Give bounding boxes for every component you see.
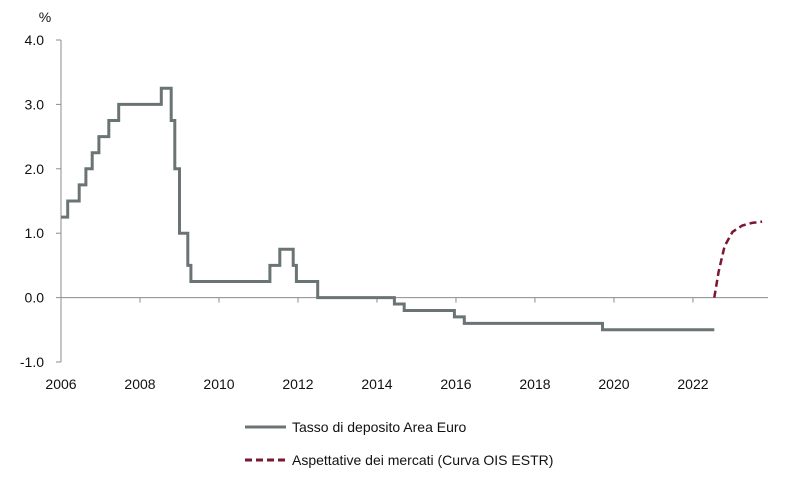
legend-label-aspettative-mercati: Aspettative dei mercati (Curva OIS ESTR) [292,452,553,468]
y-tick-label: 0.0 [25,290,45,306]
x-tick-label: 2018 [519,376,550,392]
series-line-tasso-deposito [61,86,715,332]
y-tick-label: -1.0 [20,354,44,370]
y-tick-label: 4.0 [25,32,45,48]
axes: -1.0 0.0 1.0 2.0 3.0 4.0 2006 2008 2010 2012 2014 2… [20,32,768,392]
x-tick-label: 2006 [45,376,76,392]
y-tick-label: 2.0 [25,161,45,177]
series-line-aspettative-mercati [713,220,763,298]
x-tick-label: 2010 [203,376,234,392]
x-tick-label: 2022 [677,376,708,392]
y-axis-unit-label: % [39,9,51,25]
y-tick-label: 1.0 [25,225,45,241]
y-tick-label: 3.0 [25,96,45,112]
x-tick-label: 2008 [124,376,155,392]
series-layer [61,86,763,332]
x-tick-label: 2016 [440,376,471,392]
legend: Tasso di deposito Area Euro Aspettative d… [245,419,553,468]
x-tick-label: 2020 [598,376,629,392]
legend-label-tasso-deposito: Tasso di deposito Area Euro [292,419,467,435]
x-tick-label: 2012 [282,376,313,392]
x-tick-label: 2014 [361,376,392,392]
